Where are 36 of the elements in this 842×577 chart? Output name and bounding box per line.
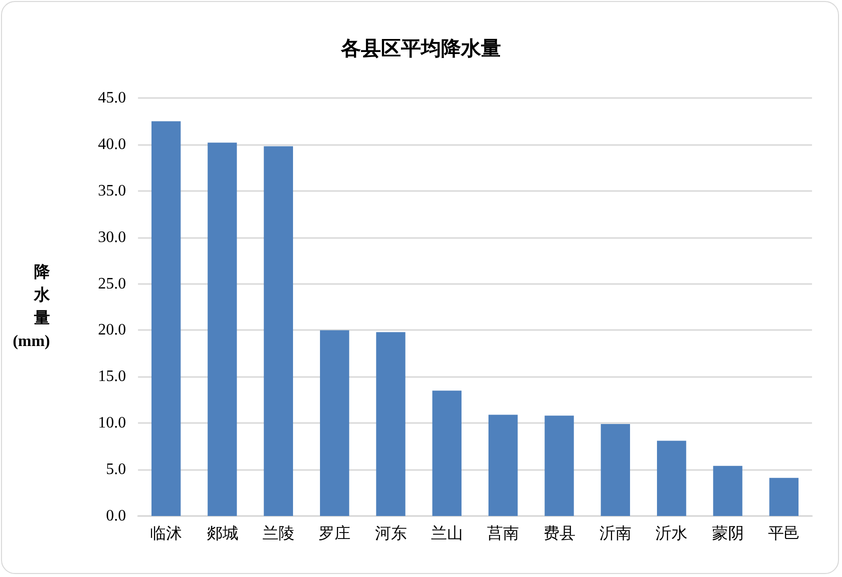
- x-tick-label: 罗庄: [318, 524, 351, 542]
- bar: [208, 142, 237, 516]
- y-tick-label: 40.0: [98, 136, 126, 153]
- x-tick-label: 莒南: [487, 524, 520, 542]
- bar: [488, 414, 518, 516]
- x-tick-label: 兰山: [430, 524, 463, 542]
- x-tick-label: 河东: [374, 524, 407, 542]
- bar: [376, 332, 406, 516]
- y-tick-label: 45.0: [98, 90, 126, 106]
- bar: [713, 466, 742, 516]
- bar: [544, 416, 574, 516]
- x-tick-label: 平邑: [768, 526, 800, 542]
- chart-title: 各县区平均降水量: [340, 38, 501, 60]
- x-tick-label: 临沭: [150, 526, 182, 542]
- x-tick-label: 费县: [543, 524, 576, 542]
- x-tick-label: 兰陵: [262, 524, 294, 542]
- y-tick-label: 35.0: [98, 182, 126, 200]
- y-tick-label: 20.0: [98, 322, 126, 339]
- x-tick-label: 沂南: [599, 524, 632, 542]
- bar: [320, 330, 350, 516]
- bar: [600, 424, 630, 516]
- y-tick-label: 0.0: [106, 508, 126, 524]
- y-tick-label: 5.0: [106, 461, 126, 478]
- bar: [151, 121, 181, 516]
- x-tick-label: 沂水: [656, 524, 688, 542]
- x-tick-label: 蒙阴: [712, 524, 744, 542]
- y-axis-title: 降水量(mm): [12, 263, 51, 350]
- bar: [432, 390, 462, 516]
- bar: [656, 440, 686, 516]
- bar: [264, 146, 294, 516]
- y-tick-label: 30.0: [98, 228, 126, 246]
- x-tick-label: 郯城: [206, 524, 238, 542]
- y-tick-label: 10.0: [98, 414, 126, 432]
- bar: [769, 478, 799, 516]
- y-tick-label: 25.0: [98, 275, 126, 292]
- y-tick-label: 15.0: [98, 368, 126, 386]
